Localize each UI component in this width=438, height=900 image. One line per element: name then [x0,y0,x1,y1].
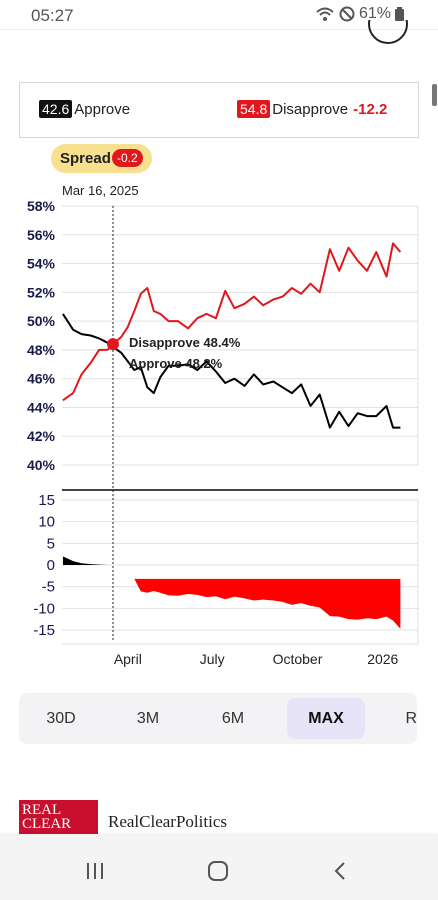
x-axis-labels: April July October 2026 [114,651,399,667]
approve-label: Approve [74,100,131,118]
header-divider [0,29,438,30]
range-max-button[interactable]: MAX [287,698,365,739]
disapprove-value: 54.8 [237,100,271,118]
y-tick-label: 5 [47,535,55,552]
range-more-button[interactable]: R [405,710,417,727]
y-tick-label: 56% [27,227,56,243]
range-3m-button[interactable]: 3M [136,710,160,727]
home-icon[interactable] [188,834,248,900]
spread-badge: Spread -0.2 [51,144,152,173]
y-tick-label: 58% [27,198,56,214]
tooltip-disapprove: Disapprove 48.4% [129,335,241,350]
y-tick-label: 15 [38,492,55,509]
net-value: -12.2 [353,100,388,118]
range-30d-button[interactable]: 30D [46,710,76,727]
approval-chart[interactable]: Mar 16, 2025 58% 56% 54% 52% 50% 48% 46% 44% 42%… [0,178,438,678]
disapprove-label: Disapprove [272,100,349,118]
legend-approve: 42.6 Approve [39,100,130,118]
bottom-grid: 15 10 5 0 -5 -10 -15 [33,492,419,645]
legend-disapprove: 54.8 Disapprove -12.2 [237,100,387,118]
status-bar: 05:27 61% [0,0,438,30]
y-tick-label: -15 [33,622,55,639]
tooltip-approve: Approve 48.2% [129,356,223,371]
range-6m-button[interactable]: 6M [221,710,245,727]
x-tick-label: October [273,651,323,667]
tooltip-marker [106,338,119,351]
y-tick-label: 10 [38,514,55,531]
rcp-logo[interactable]: REAL CLEAR [19,800,98,836]
page-scrollbar[interactable] [432,84,437,106]
battery-level: 61% [358,5,391,22]
y-tick-label: 50% [27,313,56,329]
y-tick-label: 48% [27,342,56,358]
y-tick-label: 54% [27,256,56,272]
disapprove-line [62,242,402,402]
y-tick-label: -10 [33,600,55,617]
top-grid: 58% 56% 54% 52% 50% 48% 46% 44% 42% 40% [27,198,419,473]
rcp-logo-text: REAL CLEAR [22,802,72,832]
wifi-icon [316,7,334,21]
recents-icon[interactable] [65,834,125,900]
y-tick-label: -5 [42,579,55,596]
spread-positive-area [62,556,401,565]
spread-area [62,556,401,629]
do-not-disturb-icon [339,6,355,22]
tooltip-date: Mar 16, 2025 [62,183,139,198]
y-tick-label: 42% [27,428,56,444]
y-tick-label: 52% [27,284,56,300]
y-tick-label: 44% [27,399,56,415]
y-tick-label: 40% [27,457,56,473]
y-tick-label: 46% [27,371,56,387]
spread-label: Spread [60,150,111,167]
legend-box: 42.6 Approve 54.8 Disapprove -12.2 [19,82,419,138]
approve-line [62,313,401,429]
system-nav-bar [0,834,438,900]
rcp-brand-name[interactable]: RealClearPolitics [108,812,227,831]
spread-value: -0.2 [112,149,143,167]
spread-negative-area [112,578,401,629]
status-icons: 61% [315,5,404,23]
x-tick-label: July [200,651,225,667]
range-selector: 30D 3M 6M MAX R [19,693,417,744]
approve-value: 42.6 [39,100,73,118]
x-tick-label: 2026 [367,651,398,667]
x-tick-label: April [114,651,142,667]
y-tick-label: 0 [47,557,55,574]
status-time: 05:27 [31,6,74,25]
back-icon[interactable] [310,834,370,900]
battery-icon [395,7,404,21]
